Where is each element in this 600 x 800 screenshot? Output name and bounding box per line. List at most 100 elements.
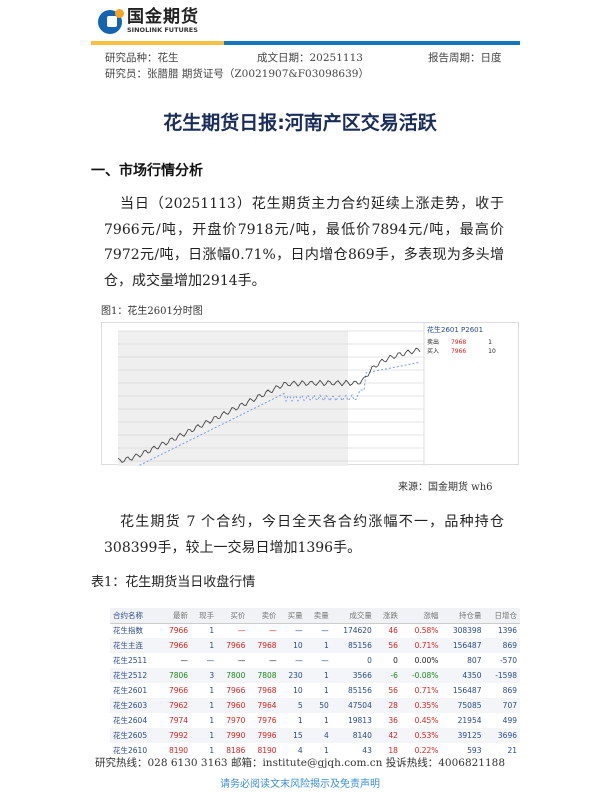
table-cell: -570 <box>499 656 517 665</box>
table-cell: — <box>206 656 215 665</box>
table-cell: 0.71% <box>400 638 442 653</box>
table-row[interactable]: 花生2610 8190 1 8186 8190 4 1 43 18 0.22% 593 21 <box>110 743 520 758</box>
table-cell: 7800 <box>217 668 249 683</box>
table-cell: 花生主连 <box>110 638 160 653</box>
table-row[interactable]: 花生2601 7966 1 7966 7968 10 1 85156 56 0.71% 156487… <box>110 683 520 698</box>
table-cell: 0.53% <box>400 728 442 743</box>
table-cell: 308398 <box>452 626 482 636</box>
table-row[interactable]: 花生2511 — — — — — — 0 0 0.00% 807 -570 <box>110 653 520 668</box>
column-header: 合约名称 <box>110 608 160 624</box>
figure-caption: 图1：花生2601分时图 <box>101 306 203 317</box>
table-cell: 1 <box>209 746 215 755</box>
table-cell: 0.58% <box>414 626 439 636</box>
table-cell: — <box>321 626 329 636</box>
table-cell: -0.08% <box>400 668 442 683</box>
table-cell: 1 <box>324 716 329 725</box>
table-cell: 3696 <box>484 728 520 743</box>
closing-quotes-table: 合约名称 最新 现手 买价 卖价 买量 卖量 成交量 涨跌 涨幅 持仓量 日增仓 花生指数 7966 1— —… <box>110 608 520 758</box>
table-cell: 15 <box>279 728 306 743</box>
table-row[interactable]: 花生指数 7966 1 — — — — 174620 46 0.58% 308398 1396 <box>110 623 520 638</box>
table-cell: 18 <box>388 746 398 755</box>
quote-panel-title: 花生2601 P2601 <box>427 326 484 334</box>
ask-label: 卖出 <box>427 339 440 346</box>
table-cell: 85156 <box>331 638 375 653</box>
figure-source: 来源：国金期货 wh6 <box>398 482 493 493</box>
table-cell: 花生指数 <box>113 626 143 636</box>
table-cell: 花生2511 <box>113 656 148 665</box>
table-cell: 花生2605 <box>110 728 160 743</box>
table-cell: 7968 <box>257 686 277 695</box>
table-cell: — <box>295 656 303 665</box>
bid-price: 7966 <box>450 348 467 355</box>
ask-price: 7968 <box>450 339 467 346</box>
table-cell: 7966 <box>168 686 189 695</box>
table-cell: 0 <box>367 656 372 665</box>
table-cell: 7990 <box>217 728 249 743</box>
table-cell: 75085 <box>441 698 485 713</box>
table-row[interactable]: 花生2603 7962 1 7960 7964 5 50 47504 28 0.35% 75085 7… <box>110 698 520 713</box>
table-cell: 0 <box>393 656 398 665</box>
table-cell: 7966 <box>168 626 189 636</box>
table-cell: 85156 <box>347 686 372 695</box>
column-header: 持仓量 <box>441 608 485 624</box>
table-cell: 4350 <box>441 668 485 683</box>
table-row[interactable]: 花生2604 7974 1 7970 7976 1 1 19813 36 0.45% 21954 49… <box>110 713 520 728</box>
table-cell: 499 <box>502 716 517 725</box>
table-cell: 56 <box>388 686 398 695</box>
column-header: 卖量 <box>305 608 332 624</box>
table-cell: 花生2604 <box>113 716 148 725</box>
intraday-chart: 花生2601 P2601 卖出 7968 1 买入 7966 10 <box>101 322 519 477</box>
table-cell: 21954 <box>457 716 482 725</box>
table-cell: 花生2512 <box>110 668 160 683</box>
table-row[interactable]: 花生2512 7806 3 7800 7808 230 1 3566 -6 -0.08% 4350-… <box>110 668 520 683</box>
intraday-chart-plot <box>117 323 425 477</box>
table-row[interactable]: 花生主连 7966 1 7966 7968 10 1 85156 56 0.71% 156487 86… <box>110 638 520 653</box>
table-cell: 7964 <box>248 698 280 713</box>
table-cell: — <box>269 626 277 636</box>
report-period: 报告周期：日度 <box>428 52 502 64</box>
table-cell: 156487 <box>441 638 485 653</box>
table-cell: — <box>180 656 189 665</box>
table-cell: 156487 <box>452 686 482 695</box>
table-cell: 8140 <box>331 728 375 743</box>
table-cell: 8186 <box>226 746 246 755</box>
table-cell: 21 <box>507 746 517 755</box>
table-cell: 230 <box>279 668 306 683</box>
table-cell: 花生2603 <box>110 698 160 713</box>
bid-volume: 10 <box>488 348 496 355</box>
table-row[interactable]: 花生2605 7992 1 7990 7996 15 4 8140 42 0.53% 39125 36… <box>110 728 520 743</box>
table-cell: 7808 <box>248 668 280 683</box>
table-cell: 174620 <box>343 626 372 636</box>
table-cell: 7806 <box>159 668 192 683</box>
table-cell: 36 <box>388 716 398 725</box>
table-cell: 42 <box>374 728 401 743</box>
column-header: 成交量 <box>331 608 375 624</box>
column-header: 现手 <box>191 608 218 624</box>
table-cell: 1 <box>209 626 215 636</box>
table-cell: 7992 <box>159 728 192 743</box>
table-cell: 7968 <box>248 638 280 653</box>
table-cell: 花生2601 <box>113 686 148 695</box>
table-cell: 4 <box>297 746 303 755</box>
table-cell: 10 <box>279 638 306 653</box>
table-cell: — <box>295 626 303 636</box>
table-cell: 1 <box>324 686 329 695</box>
column-header: 日增仓 <box>484 608 520 624</box>
table-cell: 1 <box>297 716 303 725</box>
contracts-paragraph: 花生期货 7 个合约，今日全天各合约涨幅不一，品种持仓308399手，较上一交易… <box>104 514 504 556</box>
ask-volume: 1 <box>488 339 492 346</box>
table-cell: 7966 <box>226 686 246 695</box>
table-cell: 0.00% <box>414 656 439 665</box>
column-header: 卖价 <box>248 608 280 624</box>
table-cell: 7962 <box>159 698 192 713</box>
table-cell: 56 <box>374 638 401 653</box>
analyst: 研究员：张腊腊 期货证号（Z0021907&F03098639） <box>105 68 369 80</box>
table-cell: 1396 <box>497 626 517 636</box>
table-cell: 1 <box>191 728 218 743</box>
disclaimer-link[interactable]: 请务必阅读文末风险揭示及免责声明 <box>220 779 380 790</box>
table-cell: 869 <box>502 686 517 695</box>
header-divider <box>91 41 520 45</box>
table-cell: 869 <box>484 638 520 653</box>
table-cell: 1 <box>209 686 215 695</box>
table-cell: 39125 <box>441 728 485 743</box>
